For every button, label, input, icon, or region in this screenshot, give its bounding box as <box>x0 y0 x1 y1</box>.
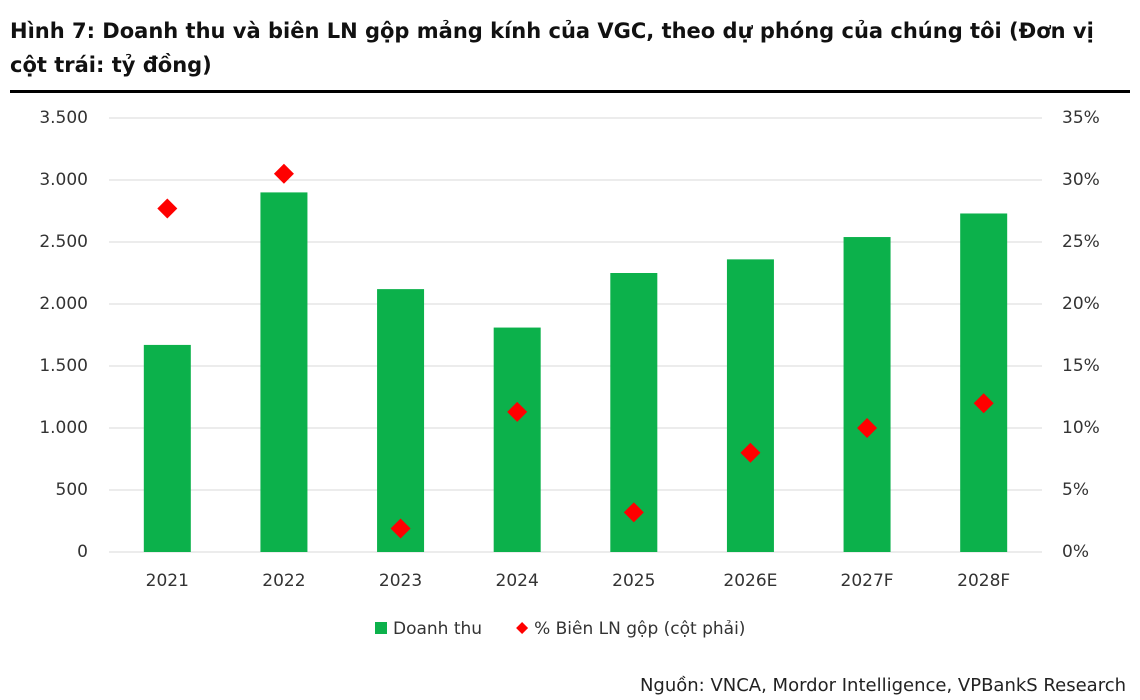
yticks-label: 2.500 <box>39 232 88 252</box>
diamond-marker <box>740 442 761 463</box>
diamond-marker <box>273 163 294 184</box>
y2ticks-label: 15% <box>1062 356 1100 376</box>
yticks-label: 2.000 <box>39 294 88 314</box>
source-note: Nguồn: VNCA, Mordor Intelligence, VPBank… <box>640 675 1126 696</box>
legend-label: % Biên LN gộp (cột phải) <box>534 619 745 639</box>
diamond-marker <box>157 198 178 219</box>
y2ticks-label: 35% <box>1062 108 1100 128</box>
diamond-marker <box>857 418 878 438</box>
y2ticks-label: 20% <box>1062 294 1100 314</box>
diamond-marker <box>623 502 644 523</box>
x-tick-label: 2023 <box>379 571 422 591</box>
x-tick-label: 2028F <box>957 571 1010 591</box>
yticks-label: 1.500 <box>39 356 88 376</box>
title-rule <box>10 90 1130 93</box>
x-tick-label: 2027F <box>841 571 894 591</box>
diamond-marker <box>507 401 528 422</box>
y2ticks-label: 25% <box>1062 232 1100 252</box>
legend-label: Doanh thu <box>393 619 482 639</box>
yticks-label: 0 <box>77 542 88 562</box>
x-tick-label: 2025 <box>612 571 655 591</box>
legend-swatch <box>516 622 529 634</box>
bar <box>726 259 774 552</box>
x-tick-label: 2024 <box>496 571 539 591</box>
bar <box>843 237 891 553</box>
chart-title: Hình 7: Doanh thu và biên LN gộp mảng kí… <box>10 19 1094 77</box>
bar <box>960 213 1008 553</box>
x-tick-label: 2022 <box>262 571 305 591</box>
bar <box>143 344 191 552</box>
bar <box>260 192 308 552</box>
yticks-label: 3.500 <box>39 108 88 128</box>
y2ticks-label: 30% <box>1062 170 1100 190</box>
y2ticks-label: 0% <box>1062 542 1089 562</box>
diamond-marker <box>390 518 411 539</box>
bar <box>377 289 425 552</box>
yticks-label: 1.000 <box>39 418 88 438</box>
bar <box>493 327 541 552</box>
diamond-marker <box>973 393 994 414</box>
yticks-label: 500 <box>56 480 88 500</box>
legend-swatch <box>375 622 387 634</box>
x-tick-label: 2026E <box>723 571 777 591</box>
y2ticks-label: 10% <box>1062 418 1100 438</box>
x-tick-label: 2021 <box>146 571 189 591</box>
y2ticks-label: 5% <box>1062 480 1089 500</box>
yticks-label: 3.000 <box>39 170 88 190</box>
